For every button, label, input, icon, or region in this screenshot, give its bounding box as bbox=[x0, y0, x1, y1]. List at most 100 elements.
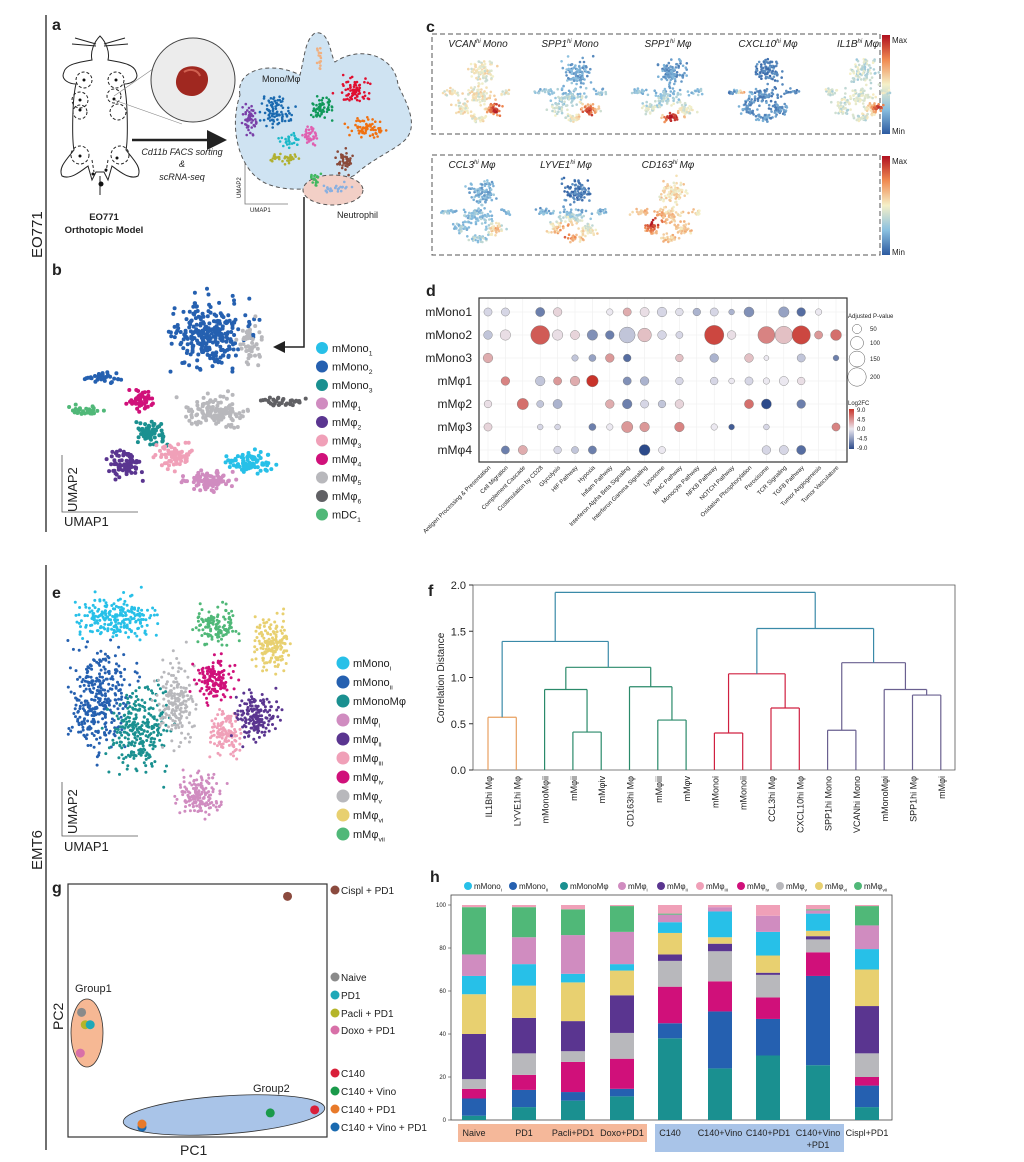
expression-point bbox=[668, 185, 672, 188]
cluster-point bbox=[152, 435, 157, 440]
expression-point bbox=[478, 65, 482, 68]
cluster-point bbox=[120, 733, 124, 737]
expression-point bbox=[472, 198, 476, 202]
cluster-point bbox=[121, 449, 126, 454]
cluster-point bbox=[102, 376, 107, 381]
cluster-point bbox=[336, 162, 339, 166]
dot bbox=[483, 330, 493, 340]
cluster-point bbox=[151, 606, 155, 610]
expression-point bbox=[863, 89, 866, 93]
cluster-point bbox=[98, 663, 102, 667]
dot bbox=[744, 399, 754, 409]
cluster-point bbox=[198, 323, 203, 328]
cluster-point bbox=[134, 689, 138, 693]
cluster-point bbox=[88, 704, 92, 708]
cluster-point bbox=[174, 448, 179, 453]
expression-point bbox=[478, 60, 481, 64]
legend-b: mMono1mMono2mMono3mMφ1mMφ2mMφ3mMφ4mMφ5mM… bbox=[316, 342, 373, 524]
expression-point bbox=[559, 228, 562, 232]
expression-point bbox=[675, 225, 678, 228]
expression-point bbox=[563, 190, 566, 193]
cluster-point bbox=[246, 362, 251, 367]
cluster-point bbox=[179, 458, 184, 463]
expression-point bbox=[567, 211, 571, 215]
expression-point bbox=[472, 88, 476, 91]
expression-point bbox=[582, 226, 585, 229]
expression-point bbox=[572, 200, 576, 204]
cluster-point bbox=[367, 97, 371, 101]
expression-point bbox=[476, 88, 479, 92]
cluster-point bbox=[75, 620, 79, 624]
expression-point bbox=[685, 74, 688, 77]
expression-point bbox=[467, 92, 470, 96]
expression-point bbox=[671, 212, 674, 216]
expression-point bbox=[497, 224, 501, 227]
expression-point bbox=[781, 70, 784, 73]
cluster-point bbox=[100, 693, 104, 697]
cluster-point bbox=[129, 711, 133, 715]
expression-point bbox=[654, 91, 658, 95]
expression-point bbox=[489, 188, 493, 191]
expression-point bbox=[561, 97, 565, 100]
expression-point bbox=[674, 211, 678, 214]
cluster-point bbox=[253, 353, 257, 358]
cluster-point bbox=[132, 756, 136, 760]
expression-point bbox=[830, 100, 833, 104]
cluster-point bbox=[101, 657, 105, 661]
expression-point bbox=[589, 230, 593, 233]
cluster-point bbox=[246, 119, 249, 123]
expression-point bbox=[578, 68, 581, 72]
cluster-point bbox=[98, 699, 102, 703]
cluster-point bbox=[345, 152, 348, 155]
cluster-point bbox=[204, 418, 209, 423]
expression-point bbox=[686, 90, 690, 93]
panel-a: Cd11b FACS sorting & scRNA-seq EO771 Ort… bbox=[60, 32, 412, 353]
dot bbox=[796, 399, 806, 409]
zoom-connector-arrow bbox=[273, 197, 305, 353]
cluster-point bbox=[235, 454, 240, 459]
cluster-point bbox=[102, 679, 106, 683]
cluster-point bbox=[341, 159, 345, 163]
expression-point bbox=[443, 210, 447, 213]
cluster-point bbox=[287, 135, 290, 138]
expression-point bbox=[464, 97, 467, 101]
expression-point bbox=[668, 81, 672, 84]
expression-point bbox=[477, 207, 480, 210]
expression-point bbox=[663, 87, 667, 91]
cluster-point bbox=[195, 365, 199, 370]
cluster-point bbox=[281, 97, 285, 100]
cluster-point bbox=[112, 741, 116, 745]
expression-point bbox=[678, 73, 681, 77]
cluster-point bbox=[98, 659, 102, 663]
expression-point bbox=[445, 94, 449, 97]
cluster-point bbox=[80, 680, 84, 684]
cluster-point bbox=[81, 678, 85, 681]
dot bbox=[553, 445, 562, 455]
cluster-point bbox=[241, 113, 245, 116]
expression-point bbox=[831, 93, 835, 96]
expression-point bbox=[501, 90, 505, 93]
cluster-point bbox=[363, 80, 366, 84]
expression-point bbox=[589, 67, 592, 71]
feature-plot: IL1Bhi Mφ bbox=[824, 39, 892, 123]
expression-point bbox=[574, 64, 577, 67]
cluster-point bbox=[145, 739, 149, 742]
expression-point bbox=[670, 207, 674, 210]
cluster-point bbox=[112, 468, 117, 473]
expression-point bbox=[645, 100, 648, 104]
expression-point bbox=[574, 77, 577, 80]
cluster-point bbox=[103, 652, 107, 656]
expression-point bbox=[569, 68, 573, 72]
cluster-point bbox=[120, 683, 124, 687]
cluster-point bbox=[162, 785, 166, 789]
expression-point bbox=[764, 65, 767, 68]
expression-point bbox=[680, 80, 683, 83]
dot bbox=[796, 353, 806, 363]
cluster-point bbox=[153, 737, 157, 741]
expression-point bbox=[762, 60, 766, 64]
cluster-point bbox=[286, 156, 290, 160]
expression-point bbox=[487, 230, 491, 234]
cluster-point bbox=[211, 489, 215, 493]
expression-point bbox=[570, 81, 574, 85]
expression-point bbox=[583, 92, 586, 95]
